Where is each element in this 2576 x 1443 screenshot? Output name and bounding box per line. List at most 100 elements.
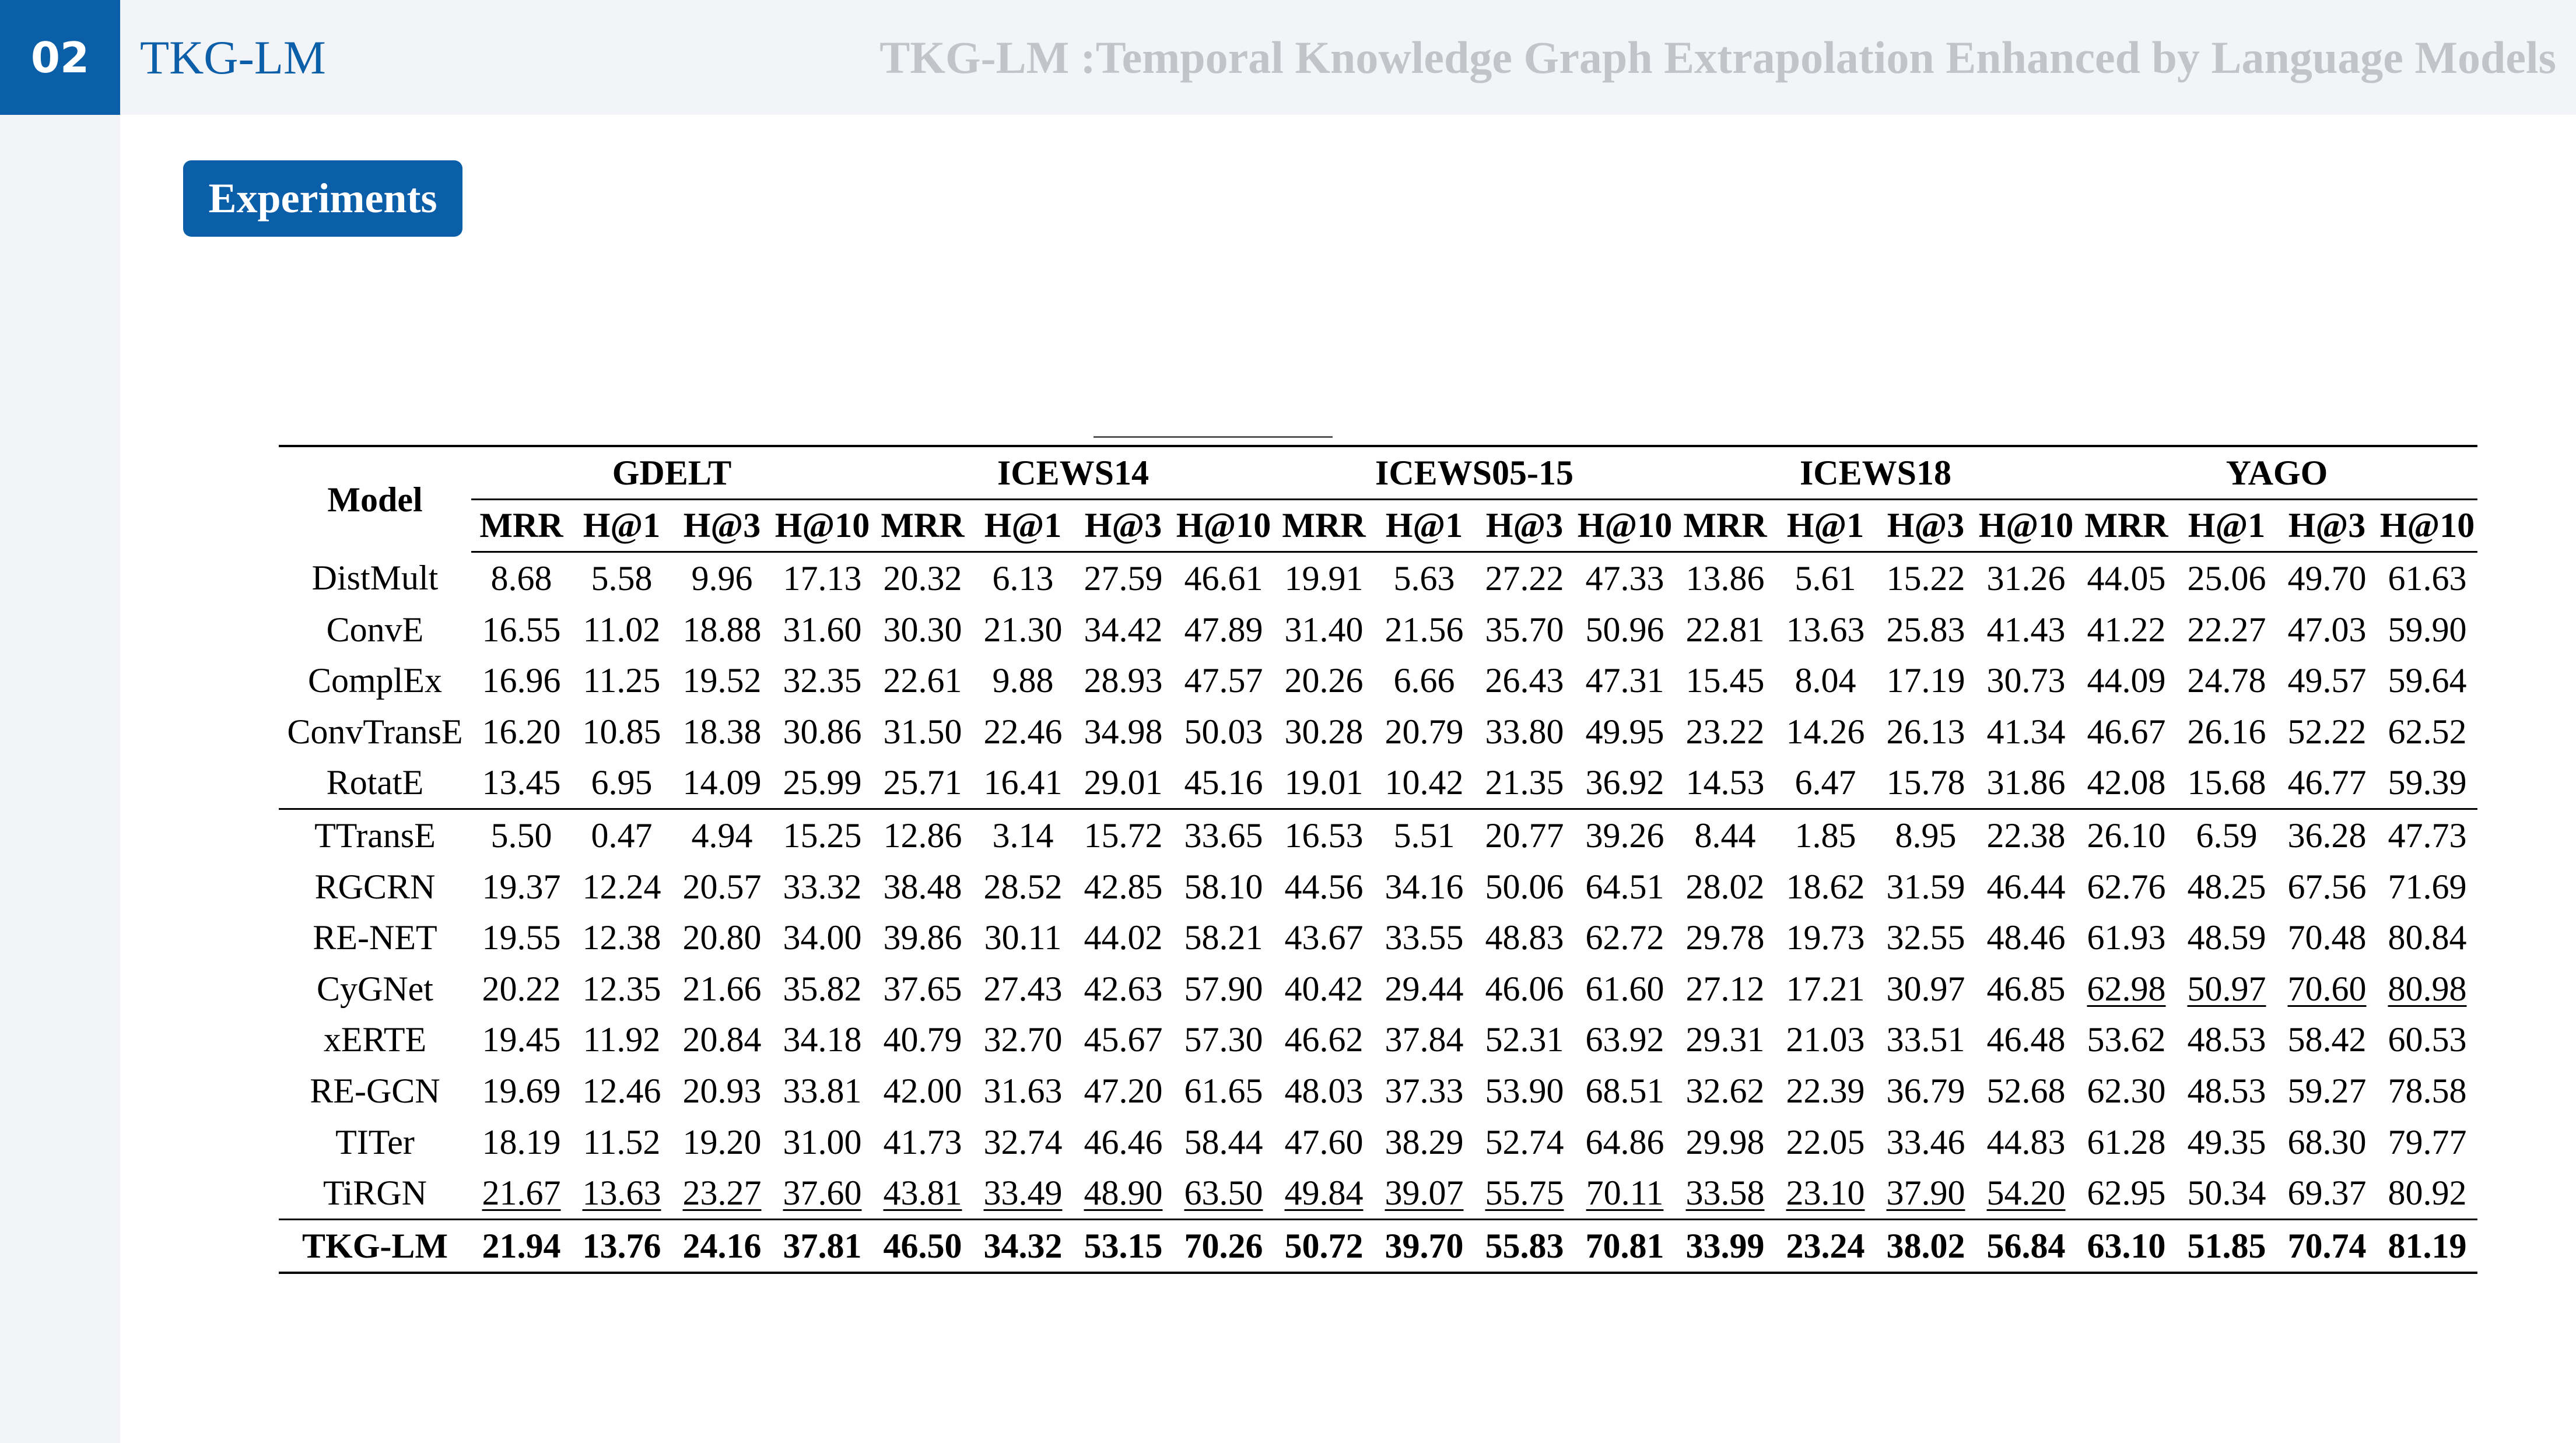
table-cell: 14.09 bbox=[682, 763, 762, 802]
table-cell: 38.02 bbox=[1876, 1218, 1976, 1274]
table-cell: 47.03 bbox=[2287, 610, 2367, 649]
metric-header-row: MRR H@1 H@3 H@10 MRR H@1 H@3 H@10 MRR H@1 H@3 H@10 M… bbox=[279, 499, 2477, 553]
table-cell: 19.69 bbox=[482, 1071, 561, 1110]
table-cell: 16.20 bbox=[482, 712, 561, 751]
table-cell: 70.60 bbox=[2287, 969, 2367, 1008]
table-cell: 26.13 bbox=[1886, 712, 1965, 751]
table-cell: 78.58 bbox=[2388, 1071, 2467, 1110]
table-cell: 16.96 bbox=[482, 661, 561, 700]
table-cell: 23.22 bbox=[1685, 712, 1765, 751]
table-cell: 41.34 bbox=[1986, 712, 2066, 751]
table-cell: 25.99 bbox=[783, 763, 862, 802]
table-cell: 80.98 bbox=[2388, 969, 2467, 1008]
table-cell: 31.00 bbox=[783, 1122, 862, 1161]
table-cell: 28.02 bbox=[1685, 867, 1765, 906]
table-cell: 22.27 bbox=[2187, 610, 2266, 649]
table-cell: 19.20 bbox=[682, 1122, 762, 1161]
table-cell: 59.64 bbox=[2388, 661, 2467, 700]
table-cell: 15.78 bbox=[1886, 763, 1965, 802]
table-cell: 33.58 bbox=[1685, 1174, 1765, 1213]
metric-header: H@1 bbox=[973, 499, 1073, 553]
table-cell: 36.28 bbox=[2277, 808, 2377, 861]
table-cell: 20.84 bbox=[682, 1020, 762, 1059]
table-cell: 29.98 bbox=[1685, 1122, 1765, 1161]
table-cell: 23.10 bbox=[1786, 1174, 1865, 1213]
table-cell: 46.06 bbox=[1485, 969, 1564, 1008]
table-cell: 22.61 bbox=[883, 661, 962, 700]
table-cell: 41.43 bbox=[1986, 610, 2066, 649]
table-cell: 26.43 bbox=[1485, 661, 1564, 700]
table-cell: 21.67 bbox=[482, 1174, 561, 1213]
metric-header: H@1 bbox=[1374, 499, 1474, 553]
table-cell: 31.26 bbox=[1986, 559, 2066, 598]
table-cell: 20.80 bbox=[682, 918, 762, 957]
table-cell: 31.60 bbox=[783, 610, 862, 649]
table-row: RGCRN 19.37 12.24 20.57 33.32 38.48 28.52 42.85… bbox=[279, 861, 2477, 912]
table-cell: 48.59 bbox=[2187, 918, 2266, 957]
table-cell: 48.03 bbox=[1284, 1071, 1364, 1110]
metric-header: H@1 bbox=[572, 499, 672, 553]
table-cell: 34.32 bbox=[973, 1218, 1073, 1274]
table-cell: 13.63 bbox=[582, 1174, 661, 1213]
table-cell: 57.30 bbox=[1184, 1020, 1263, 1059]
table-cell: 59.90 bbox=[2388, 610, 2467, 649]
table-cell: 62.52 bbox=[2388, 712, 2467, 751]
table-cell: 52.68 bbox=[1986, 1071, 2066, 1110]
table-cell: 30.86 bbox=[783, 712, 862, 751]
table-cell: 49.70 bbox=[2287, 559, 2367, 598]
table-cell: 10.85 bbox=[582, 712, 661, 751]
metric-header: H@10 bbox=[772, 499, 872, 553]
table-row: ConvE 16.55 11.02 18.88 31.60 30.30 21.30 34.42… bbox=[279, 604, 2477, 655]
table-cell: 20.26 bbox=[1284, 661, 1364, 700]
table-cell: 8.95 bbox=[1876, 808, 1976, 861]
model-name-cell: DistMult bbox=[311, 559, 439, 598]
table-cell: 44.09 bbox=[2087, 661, 2166, 700]
metric-header: H@10 bbox=[1575, 499, 1675, 553]
table-cell: 39.07 bbox=[1385, 1174, 1464, 1213]
metric-header: MRR bbox=[872, 499, 973, 553]
table-row: DistMult 8.68 5.58 9.96 17.13 20.32 6.13 27.59 4… bbox=[279, 552, 2477, 604]
table-cell: 37.90 bbox=[1886, 1174, 1965, 1213]
metric-header: MRR bbox=[1274, 499, 1374, 553]
table-cell: 35.82 bbox=[783, 969, 862, 1008]
model-name-cell: TITer bbox=[335, 1122, 415, 1161]
table-cell: 47.33 bbox=[1585, 559, 1664, 598]
table-cell: 45.67 bbox=[1084, 1020, 1163, 1059]
decorative-rule bbox=[1094, 436, 1333, 438]
table-cell: 31.50 bbox=[883, 712, 962, 751]
model-name-cell: RotatE bbox=[326, 763, 424, 802]
table-cell: 16.55 bbox=[482, 610, 561, 649]
dataset-header: GDELT bbox=[471, 444, 872, 500]
table-cell: 13.45 bbox=[482, 763, 561, 802]
table-cell: 38.29 bbox=[1385, 1122, 1464, 1161]
table-cell: 52.31 bbox=[1485, 1020, 1564, 1059]
model-name-cell: xERTE bbox=[323, 1020, 427, 1059]
table-cell: 22.81 bbox=[1685, 610, 1765, 649]
table-cell: 13.63 bbox=[1786, 610, 1865, 649]
table-cell: 61.28 bbox=[2087, 1122, 2166, 1161]
table-cell: 15.22 bbox=[1886, 559, 1965, 598]
table-cell: 31.63 bbox=[983, 1071, 1063, 1110]
table-cell: 69.37 bbox=[2287, 1174, 2367, 1213]
table-cell: 30.97 bbox=[1886, 969, 1965, 1008]
table-cell: 21.30 bbox=[983, 610, 1063, 649]
table-cell: 46.48 bbox=[1986, 1020, 2066, 1059]
table-body: DistMult 8.68 5.58 9.96 17.13 20.32 6.13 27.59 4… bbox=[279, 552, 2477, 1274]
table-cell: 61.63 bbox=[2388, 559, 2467, 598]
table-cell: 23.24 bbox=[1775, 1218, 1876, 1274]
table-cell: 27.43 bbox=[983, 969, 1063, 1008]
table-cell: 6.95 bbox=[591, 763, 653, 802]
table-cell: 48.90 bbox=[1084, 1174, 1163, 1213]
table-cell: 17.19 bbox=[1886, 661, 1965, 700]
metric-header: H@3 bbox=[1073, 499, 1173, 553]
results-table: Model GDELT ICEWS14 ICEWS05-15 ICEWS18 Y… bbox=[279, 444, 2477, 1274]
metric-header: H@1 bbox=[1775, 499, 1876, 553]
table-cell: 70.26 bbox=[1173, 1218, 1274, 1274]
table-cell: 37.81 bbox=[772, 1218, 872, 1274]
table-cell: 30.11 bbox=[984, 918, 1062, 957]
table-cell: 13.76 bbox=[572, 1218, 672, 1274]
table-cell: 62.72 bbox=[1585, 918, 1664, 957]
dataset-header: ICEWS18 bbox=[1675, 444, 2076, 500]
metric-header: MRR bbox=[471, 499, 572, 553]
model-name-cell: CyGNet bbox=[317, 969, 433, 1008]
